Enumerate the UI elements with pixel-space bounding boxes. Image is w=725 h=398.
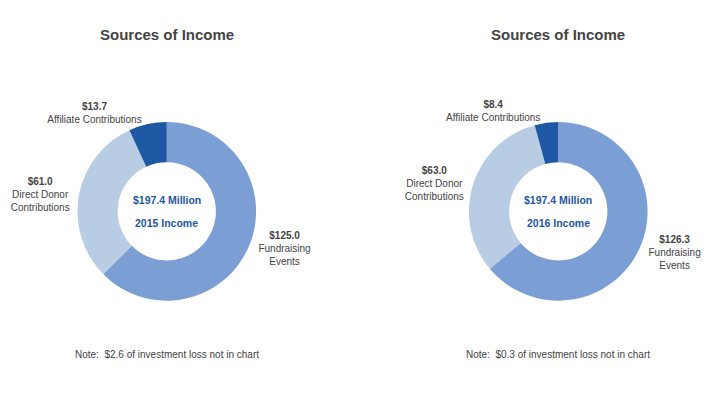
svg-text:$8.4Affiliate Contributions: $8.4Affiliate Contributions	[446, 99, 540, 123]
svg-text:Note: $0.3 of investment loss: Note: $0.3 of investment loss not in cha…	[466, 349, 650, 360]
svg-text:$13.7Affiliate Contributions: $13.7Affiliate Contributions	[47, 101, 141, 125]
svg-text:Sources of Income: Sources of Income	[100, 26, 234, 43]
svg-text:Sources of Income: Sources of Income	[491, 26, 625, 43]
svg-text:2016 Income: 2016 Income	[527, 217, 590, 229]
svg-text:$61.0Direct DonorContributions: $61.0Direct DonorContributions	[11, 176, 70, 213]
svg-text:2015 Income: 2015 Income	[135, 217, 198, 229]
svg-text:$125.0FundraisingEvents: $125.0FundraisingEvents	[258, 230, 310, 267]
svg-text:Note: $2.6 of investment loss: Note: $2.6 of investment loss not in cha…	[75, 349, 259, 360]
svg-text:$126.3FundraisingEvents: $126.3FundraisingEvents	[648, 234, 700, 271]
svg-text:$197.4 Million: $197.4 Million	[133, 194, 201, 206]
svg-text:$63.0Direct DonorContributions: $63.0Direct DonorContributions	[405, 165, 464, 202]
svg-text:$197.4 Million: $197.4 Million	[524, 194, 592, 206]
